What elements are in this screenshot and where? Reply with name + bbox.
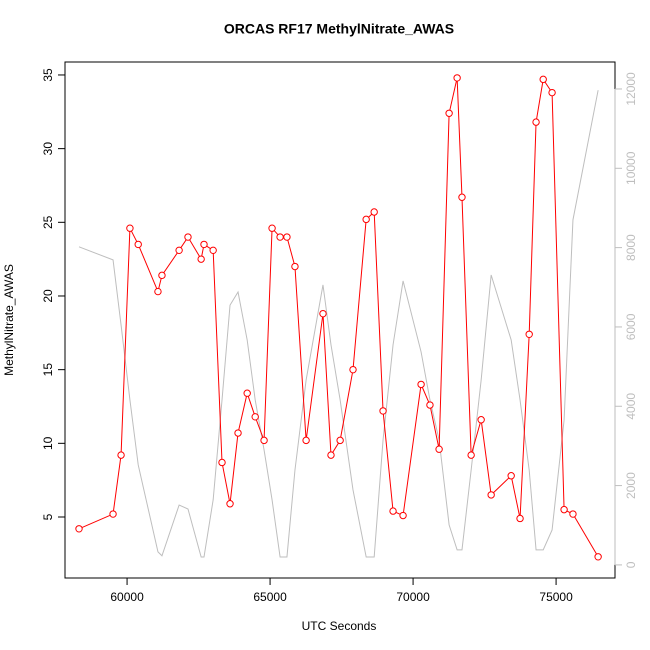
data-point [109,510,117,518]
y-tick-label: 35 [41,68,55,82]
data-point [467,451,475,459]
chart-title: ORCAS RF17 MethylNitrate_AWAS [224,21,454,37]
data-point [234,429,242,437]
data-point [154,287,162,296]
data-point [200,240,208,249]
data-point [126,224,134,232]
data-point [283,233,291,241]
y2-tick-label: 10000 [624,151,638,185]
data-point [445,109,453,117]
data-point [379,407,387,415]
data-point [276,233,284,241]
data-point [75,525,83,533]
data-point [226,500,234,508]
y-tick-label: 5 [41,513,55,520]
data-point [158,271,166,280]
data-point [594,553,602,561]
data-point [548,88,556,97]
data-point [453,74,461,82]
data-point [243,389,251,397]
plot-frame [64,61,616,579]
data-point [516,514,524,523]
y2-tick-label: 4000 [624,393,638,420]
data-point [336,436,344,445]
data-point [291,262,299,271]
data-point [117,451,125,459]
x-tick-label: 60000 [110,590,144,604]
data-point [525,330,533,338]
data-point [426,401,434,409]
data-point [370,208,378,216]
data-point [399,511,407,520]
y-tick-label: 10 [41,436,55,450]
data-point [251,413,259,421]
data-point [569,510,577,518]
x-tick-label: 65000 [253,590,287,604]
data-point [458,193,466,201]
data-point [319,309,327,318]
series-line [78,77,599,558]
y-tick-label: 25 [41,215,55,229]
data-point [302,436,310,445]
y-tick-label: 20 [41,289,55,303]
data-point [539,75,547,84]
data-point [184,233,192,241]
data-point [417,380,425,389]
data-point [560,505,568,514]
x-tick-label: 70000 [396,590,430,604]
data-point [487,491,495,499]
series-line [78,90,599,558]
data-point [327,451,335,459]
y2-tick-label: 6000 [624,313,638,340]
y2-tick-label: 0 [624,561,638,568]
data-point [435,445,443,453]
data-point [507,472,515,480]
y-tick-label: 30 [41,142,55,156]
data-point [532,118,540,126]
x-axis-label: UTC Seconds [302,619,377,633]
y-tick-label: 15 [41,363,55,377]
y-axis-label: MethylNitrate_AWAS [2,264,16,376]
data-point [349,365,357,374]
data-point [134,240,142,249]
data-point [477,416,485,424]
y2-tick-label: 2000 [624,472,638,499]
data-point [209,246,217,255]
data-point [362,215,370,224]
data-point [268,224,276,232]
data-point [197,255,205,263]
x-tick-label: 75000 [539,590,573,604]
y2-tick-label: 8000 [624,234,638,261]
data-point [389,507,397,515]
data-point [175,246,183,255]
data-point [260,436,268,445]
data-point [218,458,226,467]
y2-tick-label: 12000 [624,72,638,106]
